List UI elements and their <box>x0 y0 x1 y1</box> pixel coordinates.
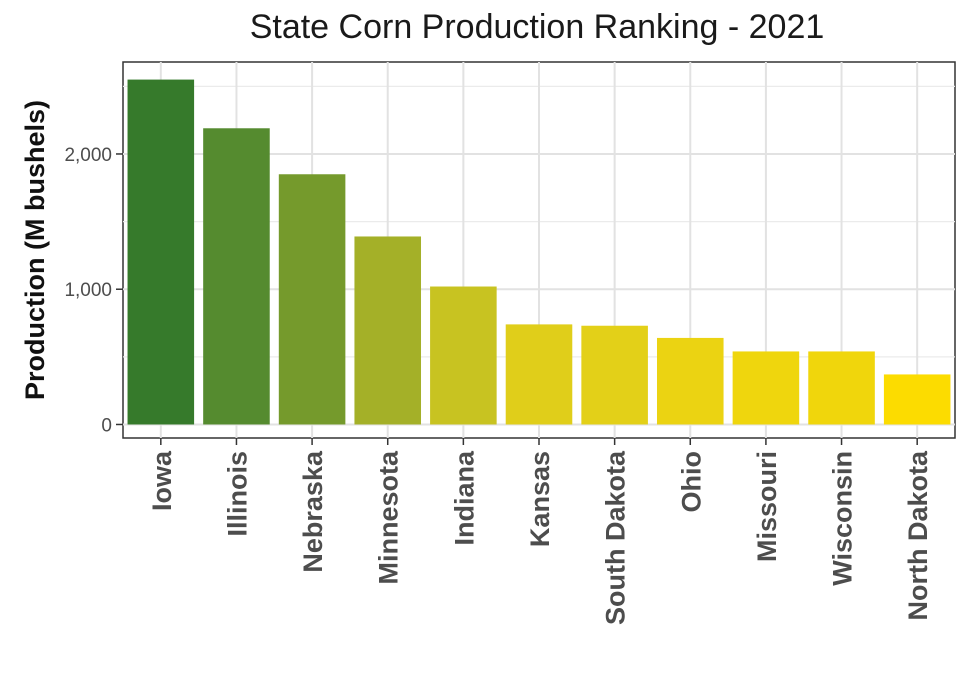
x-tick-label: North Dakota <box>903 450 933 620</box>
x-tick-label: Missouri <box>752 451 782 562</box>
y-tick-label: 2,000 <box>64 145 112 166</box>
bar-missouri <box>732 351 800 425</box>
y-axis-label: Production (M bushels) <box>20 100 50 400</box>
bar-nebraska <box>278 174 346 425</box>
bar-north-dakota <box>883 374 951 425</box>
bars <box>127 79 951 425</box>
x-tick-label: South Dakota <box>601 450 631 625</box>
bar-iowa <box>127 79 195 425</box>
y-axis: 0 1,000 2,000 <box>64 145 123 436</box>
x-tick-label: Iowa <box>147 450 177 511</box>
x-tick-label: Minnesota <box>374 450 404 584</box>
bar-wisconsin <box>808 351 875 425</box>
bar-minnesota <box>354 236 422 425</box>
bar-ohio <box>656 337 724 425</box>
bar-indiana <box>430 286 497 425</box>
x-axis: Iowa Illinois Nebraska Minnesota Indiana Kans… <box>147 438 933 625</box>
x-tick-label: Illinois <box>222 451 252 537</box>
x-tick-label: Wisconsin <box>828 451 858 586</box>
x-tick-label: Nebraska <box>298 450 328 573</box>
x-tick-label: Indiana <box>449 450 479 545</box>
bar-illinois <box>203 128 270 425</box>
bar-kansas <box>505 324 573 425</box>
x-tick-label: Ohio <box>676 451 706 513</box>
y-tick-label: 1,000 <box>64 280 112 301</box>
y-tick-label: 0 <box>101 415 112 436</box>
x-tick-label: Kansas <box>525 451 555 547</box>
chart-title: State Corn Production Ranking - 2021 <box>249 8 825 46</box>
bar-south-dakota <box>581 325 648 425</box>
